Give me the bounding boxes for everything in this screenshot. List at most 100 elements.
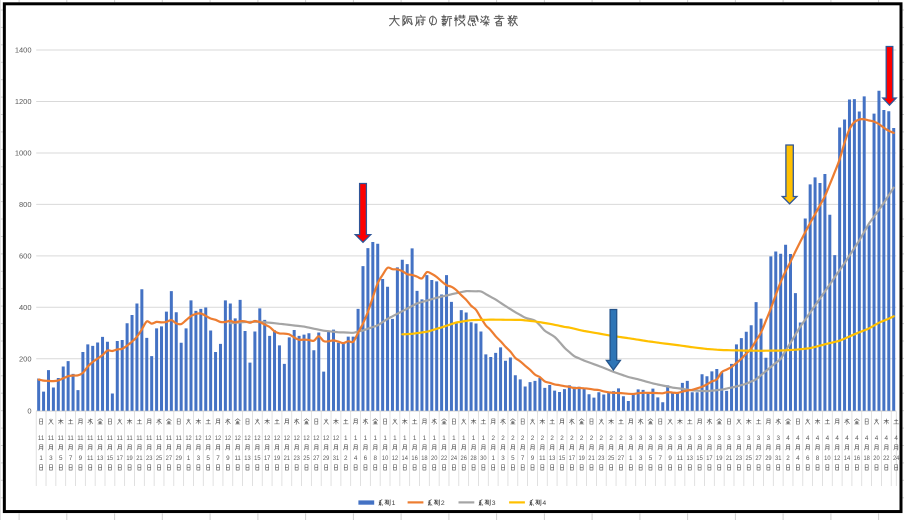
svg-text:5: 5 — [59, 455, 63, 462]
svg-text:13: 13 — [549, 455, 556, 462]
svg-text:1: 1 — [354, 435, 358, 442]
svg-text:2: 2 — [344, 455, 348, 462]
svg-text:12: 12 — [284, 435, 291, 442]
svg-text:4: 4 — [816, 435, 820, 442]
svg-text:3: 3 — [776, 435, 780, 442]
svg-text:16: 16 — [411, 455, 418, 462]
svg-text:5: 5 — [206, 455, 210, 462]
svg-text:4: 4 — [354, 455, 358, 462]
svg-text:21: 21 — [284, 455, 291, 462]
svg-text:10: 10 — [824, 455, 831, 462]
svg-text:2: 2 — [511, 435, 515, 442]
svg-text:6: 6 — [806, 455, 810, 462]
svg-text:3: 3 — [727, 435, 731, 442]
svg-text:2: 2 — [580, 435, 584, 442]
svg-text:19: 19 — [578, 455, 585, 462]
svg-text:25: 25 — [303, 455, 310, 462]
svg-text:31: 31 — [775, 455, 782, 462]
svg-text:4: 4 — [835, 435, 839, 442]
svg-text:5: 5 — [649, 455, 653, 462]
svg-text:12: 12 — [303, 435, 310, 442]
svg-text:800: 800 — [19, 200, 32, 209]
svg-text:12: 12 — [264, 435, 271, 442]
svg-text:12: 12 — [195, 435, 202, 442]
svg-text:15: 15 — [254, 455, 261, 462]
svg-text:4: 4 — [806, 435, 810, 442]
svg-text:11: 11 — [38, 435, 45, 442]
svg-text:17: 17 — [264, 455, 271, 462]
svg-text:7: 7 — [216, 455, 220, 462]
svg-text:3: 3 — [649, 435, 653, 442]
svg-text:4: 4 — [796, 455, 800, 462]
svg-text:9: 9 — [668, 455, 672, 462]
svg-text:13: 13 — [244, 455, 251, 462]
svg-text:4: 4 — [786, 435, 790, 442]
svg-text:25: 25 — [156, 455, 163, 462]
svg-text:18: 18 — [421, 455, 428, 462]
svg-text:22: 22 — [883, 455, 890, 462]
svg-text:1: 1 — [374, 435, 378, 442]
svg-text:11: 11 — [146, 435, 153, 442]
svg-text:200: 200 — [19, 354, 32, 363]
svg-text:3: 3 — [688, 435, 692, 442]
svg-text:1: 1 — [187, 455, 191, 462]
svg-text:1: 1 — [423, 435, 427, 442]
svg-text:27: 27 — [755, 455, 762, 462]
svg-text:400: 400 — [19, 303, 32, 312]
svg-text:4: 4 — [885, 435, 889, 442]
svg-text:3: 3 — [717, 435, 721, 442]
svg-text:4: 4 — [845, 435, 849, 442]
svg-text:13: 13 — [97, 455, 104, 462]
svg-text:18: 18 — [863, 455, 870, 462]
svg-text:3: 3 — [747, 435, 751, 442]
svg-text:14: 14 — [402, 455, 409, 462]
svg-text:12: 12 — [215, 435, 222, 442]
svg-text:2: 2 — [531, 435, 535, 442]
svg-text:21: 21 — [726, 455, 733, 462]
svg-text:11: 11 — [117, 435, 124, 442]
svg-text:3: 3 — [757, 435, 761, 442]
svg-text:3: 3 — [492, 500, 496, 507]
svg-text:12: 12 — [293, 435, 300, 442]
svg-text:3: 3 — [639, 435, 643, 442]
svg-text:11: 11 — [136, 435, 143, 442]
svg-text:4: 4 — [796, 435, 800, 442]
svg-text:16: 16 — [854, 455, 861, 462]
svg-text:1: 1 — [452, 435, 456, 442]
svg-text:3: 3 — [629, 435, 633, 442]
svg-text:1: 1 — [39, 455, 43, 462]
svg-text:21: 21 — [588, 455, 595, 462]
svg-text:12: 12 — [323, 435, 330, 442]
svg-text:26: 26 — [461, 455, 468, 462]
svg-text:11: 11 — [234, 455, 241, 462]
svg-text:12: 12 — [274, 435, 281, 442]
svg-text:2: 2 — [609, 435, 613, 442]
svg-text:20: 20 — [873, 455, 880, 462]
svg-text:17: 17 — [569, 455, 576, 462]
svg-text:2: 2 — [541, 435, 545, 442]
svg-text:1: 1 — [392, 500, 396, 507]
svg-text:12: 12 — [313, 435, 320, 442]
svg-text:17: 17 — [706, 455, 713, 462]
svg-text:1: 1 — [344, 435, 348, 442]
svg-text:3: 3 — [659, 435, 663, 442]
svg-text:2: 2 — [560, 435, 564, 442]
svg-text:11: 11 — [126, 435, 133, 442]
svg-text:9: 9 — [531, 455, 535, 462]
svg-text:11: 11 — [107, 435, 114, 442]
svg-text:11: 11 — [156, 435, 163, 442]
svg-text:15: 15 — [107, 455, 114, 462]
svg-text:9: 9 — [226, 455, 230, 462]
svg-text:4: 4 — [865, 435, 869, 442]
svg-text:14: 14 — [844, 455, 851, 462]
svg-text:23: 23 — [736, 455, 743, 462]
svg-text:1: 1 — [393, 435, 397, 442]
svg-text:29: 29 — [765, 455, 772, 462]
svg-text:11: 11 — [58, 435, 65, 442]
svg-text:2: 2 — [441, 500, 445, 507]
svg-text:30: 30 — [480, 455, 487, 462]
svg-text:20: 20 — [431, 455, 438, 462]
svg-text:17: 17 — [117, 455, 124, 462]
svg-text:12: 12 — [333, 435, 340, 442]
svg-text:12: 12 — [254, 435, 261, 442]
